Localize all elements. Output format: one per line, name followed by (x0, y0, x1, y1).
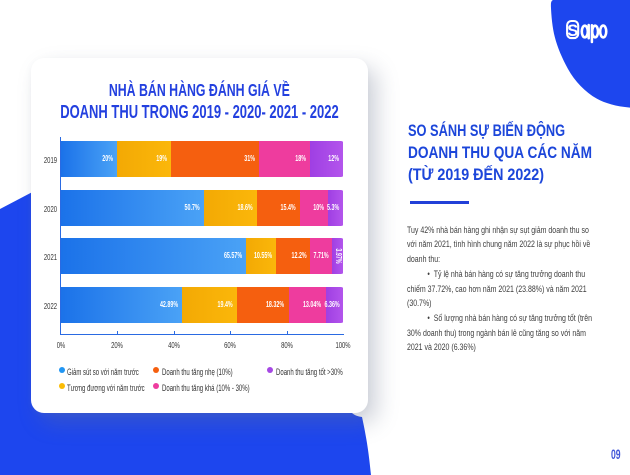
svg-text:S: S (567, 22, 578, 40)
